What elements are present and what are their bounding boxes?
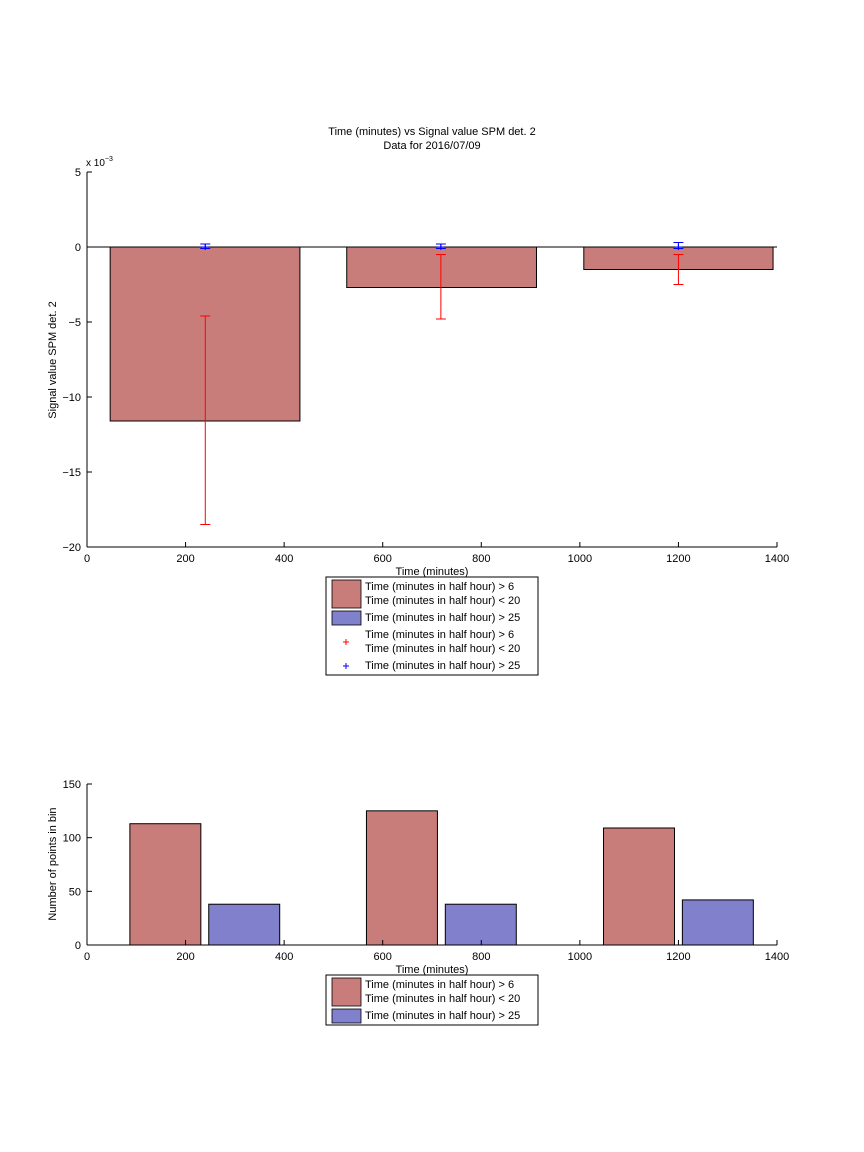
chart2-bar — [208, 903, 281, 946]
chart2-legend-swatch — [331, 1008, 362, 1024]
chart2-y-tick-label: 0 — [75, 940, 81, 952]
chart1-legend: Time (minutes in half hour) > 6 Time (min… — [325, 576, 539, 676]
chart2-x-tick-label: 800 — [472, 951, 490, 963]
chart2-ylabel: Number of points in bin — [47, 807, 59, 920]
chart1-x-tick-label: 1200 — [666, 553, 690, 565]
chart1-ylabel: Signal value SPM det. 2 — [47, 301, 59, 418]
chart1-legend-label: Time (minutes in half hour) < 20 — [365, 595, 520, 607]
chart2-x-tick-label: 200 — [176, 951, 194, 963]
chart1-title: Time (minutes) vs Signal value SPM det. … — [328, 126, 535, 138]
chart1-subtitle: Data for 2016/07/09 — [383, 140, 480, 152]
chart1-x-tick-label: 400 — [275, 553, 293, 565]
chart2-legend-label: Time (minutes in half hour) < 20 — [365, 993, 520, 1005]
chart2-bar — [603, 827, 675, 946]
chart2-x-tick-label: 1000 — [568, 951, 592, 963]
chart2-x-tick-label: 0 — [84, 951, 90, 963]
chart1-legend-label: Time (minutes in half hour) > 25 — [365, 660, 520, 672]
chart1-x-tick-label: 600 — [374, 553, 392, 565]
chart2-bar — [365, 810, 438, 946]
chart1-exponent: x 10−3 — [86, 156, 113, 169]
chart2-y-tick-label: 100 — [63, 833, 81, 845]
chart2-legend-swatch — [331, 977, 362, 1007]
chart2-x-tick-label: 1400 — [765, 951, 789, 963]
chart2-bar — [681, 899, 754, 946]
chart1-y-tick-label: −10 — [62, 392, 81, 404]
chart1-x-tick-label: 200 — [176, 553, 194, 565]
chart1-x-tick-label: 1000 — [568, 553, 592, 565]
chart2-bar — [129, 823, 202, 946]
chart1-xlabel: Time (minutes) — [396, 566, 469, 578]
chart2-y-tick-label: 50 — [69, 886, 81, 898]
chart1-errorbars — [200, 242, 684, 525]
chart1-x-tick-label: 800 — [472, 553, 490, 565]
count-chart: 0 200 400 600 800 1000 1200 1400 0 50 100 150 Time … — [47, 779, 790, 1026]
chart2-x-tick-label: 600 — [374, 951, 392, 963]
chart1-legend-swatch — [331, 579, 362, 609]
chart1-legend-label: Time (minutes in half hour) > 6 — [365, 629, 514, 641]
chart1-legend-label: Time (minutes in half hour) < 20 — [365, 643, 520, 655]
chart1-y-tick-label: 5 — [75, 167, 81, 179]
signal-chart: Time (minutes) vs Signal value SPM det. … — [47, 126, 789, 676]
chart2-bar — [444, 903, 517, 946]
chart1-bar — [346, 246, 537, 288]
chart1-bars — [87, 246, 777, 422]
chart1-x-tick-label: 1400 — [765, 553, 789, 565]
chart1-legend-label: Time (minutes in half hour) > 25 — [365, 612, 520, 624]
chart1-axes: 0 200 400 600 800 1000 1200 1400 5 0 −5 −10 −15 −20 — [62, 167, 789, 565]
chart2-legend-label: Time (minutes in half hour) > 6 — [365, 979, 514, 991]
chart1-exponent-base: x 10 — [86, 158, 105, 169]
chart1-y-tick-label: −5 — [68, 317, 81, 329]
chart1-legend-swatch — [331, 610, 362, 626]
chart1-x-tick-label: 0 — [84, 553, 90, 565]
chart2-y-tick-label: 150 — [63, 779, 81, 791]
chart2-axes: 0 200 400 600 800 1000 1200 1400 0 50 100 150 — [63, 779, 790, 963]
chart1-y-tick-label: −20 — [62, 542, 81, 554]
chart2-legend: Time (minutes in half hour) > 6 Time (min… — [325, 974, 539, 1026]
chart2-x-tick-label: 1200 — [666, 951, 690, 963]
chart2-x-tick-label: 400 — [275, 951, 293, 963]
chart2-bars — [129, 810, 754, 946]
chart1-legend-label: Time (minutes in half hour) > 6 — [365, 581, 514, 593]
chart2-legend-label: Time (minutes in half hour) > 25 — [365, 1010, 520, 1022]
chart1-exponent-power: −3 — [105, 156, 113, 163]
chart2-xlabel: Time (minutes) — [396, 964, 469, 976]
chart1-y-tick-label: 0 — [75, 242, 81, 254]
chart1-y-tick-label: −15 — [62, 467, 81, 479]
